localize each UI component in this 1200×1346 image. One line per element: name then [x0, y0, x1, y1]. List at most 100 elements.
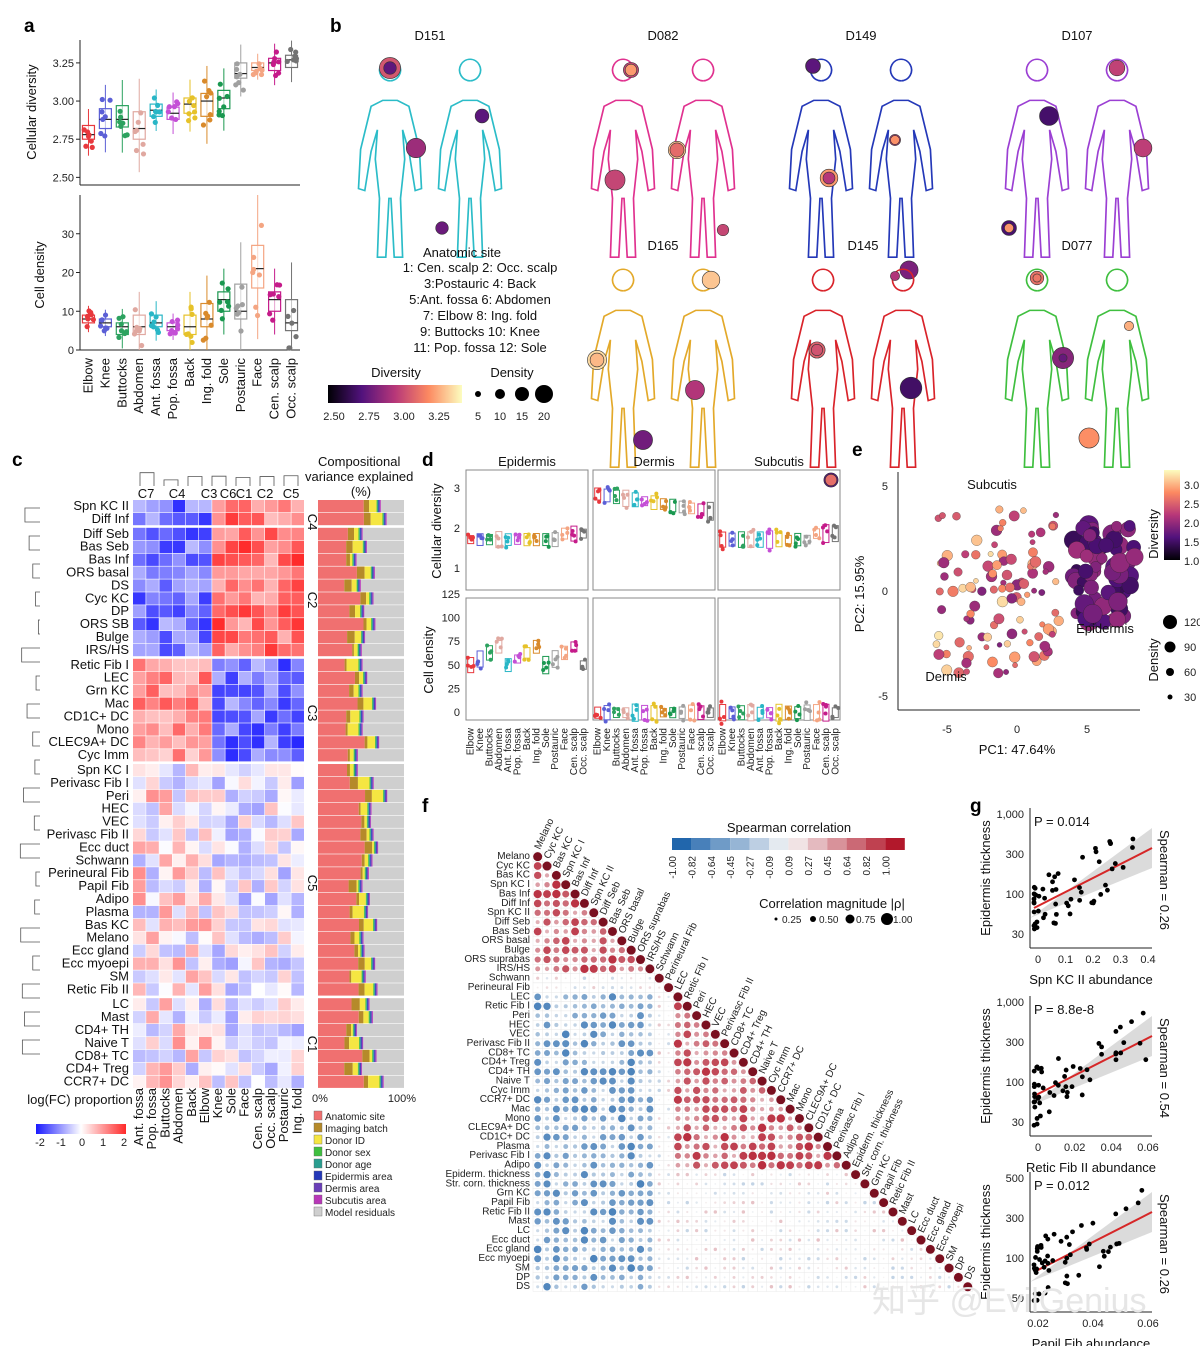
c-heat-cell — [199, 815, 212, 828]
c-heat-cell — [199, 1024, 212, 1037]
f-cell-dot — [572, 1153, 578, 1158]
f-cell-dot — [739, 1086, 747, 1094]
c-variance-bars — [318, 500, 404, 1088]
c-row-label: VEC — [102, 814, 129, 829]
c-row-dendro-branch — [33, 815, 40, 831]
f-cell-dot — [807, 1229, 810, 1232]
c-heat-cell — [265, 776, 278, 790]
c-variance-legend-swatch — [313, 1182, 323, 1193]
f-cell-dot — [761, 1220, 763, 1223]
f-cell-dot — [675, 1106, 681, 1112]
f-cell-dot — [591, 938, 596, 943]
c-variance-segment — [346, 540, 353, 553]
c-heat-cell — [251, 643, 265, 657]
f-cell-dot — [759, 1116, 765, 1121]
g-point — [1031, 1262, 1037, 1268]
c-variance-segment — [373, 918, 375, 932]
d-point — [774, 530, 779, 535]
f-row-label: Diff Seb — [495, 916, 531, 927]
c-heat-cell — [278, 893, 291, 906]
f-cell-dot — [742, 1229, 745, 1232]
f-cell-dot — [545, 986, 549, 989]
f-cell-dot — [638, 1125, 643, 1130]
d-point — [698, 704, 703, 709]
c-heat-cell — [278, 605, 291, 618]
c-heat-cell — [251, 500, 265, 513]
c-variance-residual — [376, 1049, 404, 1063]
c-variance-segment — [370, 512, 383, 526]
f-diag-dot — [701, 1020, 711, 1030]
c-heat-cell — [212, 802, 225, 815]
b-site-dot — [824, 473, 838, 487]
f-cell-dot — [637, 966, 644, 972]
f-cell-dot — [562, 1134, 569, 1141]
f-cell-dot — [637, 1115, 644, 1122]
c-variance-segment — [362, 944, 364, 957]
c-heat-cell — [278, 815, 291, 828]
c-variance-segment — [360, 931, 362, 944]
f-cell-dot — [637, 1021, 644, 1029]
d-point — [541, 667, 546, 672]
e-xlabel: PC1: 47.64% — [979, 742, 1056, 757]
f-diag-dot — [794, 1113, 804, 1123]
c-heat-cell — [146, 500, 159, 513]
f-cell-dot — [618, 1236, 625, 1244]
f-cell-dot — [695, 1182, 699, 1186]
c-variance-segment — [363, 944, 365, 957]
f-cell-dot — [750, 1182, 755, 1186]
c-variance-legend-label: Model residuals — [325, 1208, 395, 1219]
c-heat-cell — [159, 500, 172, 513]
c-heat-cell — [251, 1024, 265, 1037]
a-top-point — [189, 95, 195, 101]
a-bottom-point — [293, 333, 299, 340]
c-variance-segment — [373, 1049, 374, 1063]
c-heat-cell — [185, 867, 199, 880]
f-cell-dot — [761, 1210, 764, 1213]
g-point — [1045, 1236, 1051, 1242]
c-variance-segment — [318, 789, 366, 803]
c-col-label: Sole — [223, 1088, 238, 1114]
c-variance-title-line2: variance explained — [305, 469, 413, 484]
c-variance-segment — [372, 1049, 374, 1063]
f-cell-dot — [807, 1238, 811, 1242]
f-cell-dot — [535, 1078, 541, 1084]
c-heat-cell — [265, 957, 278, 970]
c-variance-segment — [369, 854, 370, 867]
c-heat-cell — [278, 983, 291, 996]
a-bottom-point — [225, 286, 231, 292]
a-bottom-ytick-label: 0 — [68, 345, 74, 357]
a-top-point — [132, 128, 138, 135]
f-cell-dot — [628, 1228, 634, 1234]
a-top-point — [221, 104, 227, 110]
f-cell-dot — [592, 986, 596, 990]
d-point — [625, 712, 630, 717]
f-cell-dot — [833, 1162, 841, 1169]
c-heat-cell — [251, 905, 265, 919]
f-cell-dot — [563, 929, 569, 934]
f-size-tick: 0.50 — [819, 915, 839, 926]
a-top-point — [140, 141, 146, 147]
f-cell-dot — [854, 1201, 857, 1204]
d-point — [663, 713, 668, 718]
f-cell-dot — [692, 1096, 701, 1104]
g-xtick: 0.02 — [1064, 1142, 1085, 1154]
c-variance-residual — [373, 592, 404, 605]
a-xtick-label: Ant. fossa — [148, 357, 163, 416]
f-cell-dot — [554, 919, 559, 925]
d-point — [499, 636, 504, 641]
f-cell-dot — [610, 1032, 615, 1037]
f-cell-dot — [573, 986, 577, 990]
f-row-label: Naive T — [496, 1075, 530, 1086]
g-point — [1077, 897, 1083, 903]
f-cell-dot — [534, 1180, 541, 1187]
f-cell-dot — [779, 1257, 783, 1261]
f-cell-dot — [599, 956, 607, 963]
f-cell-dot — [599, 965, 607, 973]
b-body-outline — [870, 268, 936, 468]
f-cell-dot — [637, 1208, 644, 1216]
c-variance-segment — [374, 841, 376, 854]
c-variance-segment — [318, 1062, 345, 1075]
b-site-dot — [1124, 321, 1134, 331]
c-row-label: Bas Seb — [80, 539, 129, 554]
